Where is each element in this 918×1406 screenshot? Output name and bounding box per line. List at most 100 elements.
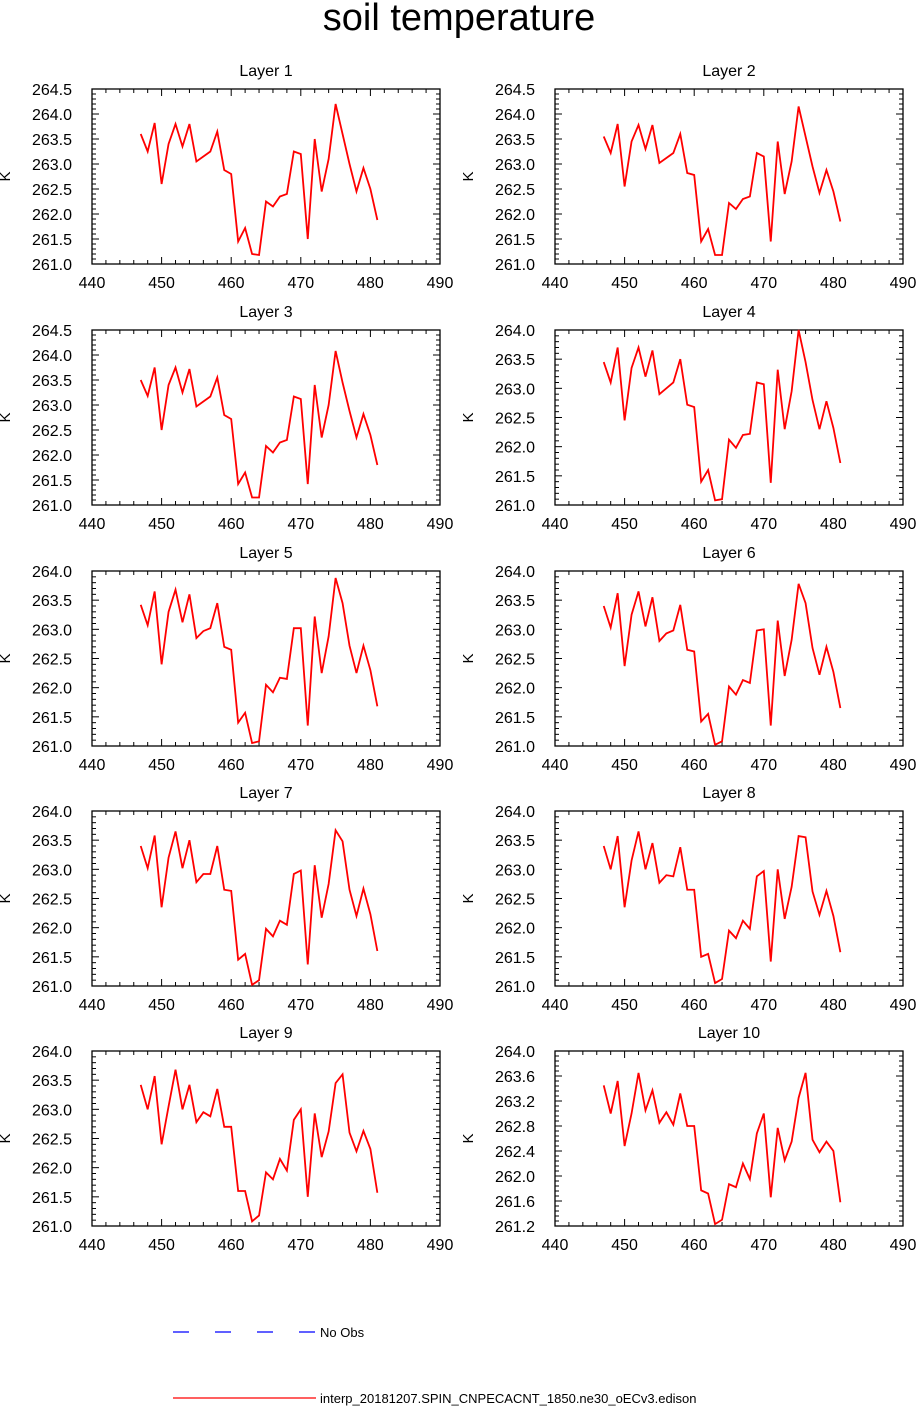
y-tick-label: 264.0 (32, 107, 72, 124)
x-tick-label: 490 (890, 516, 917, 533)
panel-title: Layer 7 (239, 785, 292, 802)
x-tick-label: 460 (218, 997, 245, 1014)
y-tick-label: 262.0 (495, 207, 535, 224)
x-tick-label: 490 (427, 757, 454, 774)
y-tick-label: 261.0 (32, 498, 72, 515)
plot-frame (91, 570, 441, 747)
x-tick-label: 440 (542, 275, 569, 292)
x-tick-label: 440 (542, 516, 569, 533)
x-tick-label: 480 (820, 516, 847, 533)
x-tick-label: 460 (218, 757, 245, 774)
x-tick-label: 480 (820, 1237, 847, 1254)
y-tick-label: 263.5 (495, 593, 535, 610)
series-line (602, 1072, 842, 1226)
y-tick-label: 261.6 (495, 1194, 535, 1211)
x-tick-label: 470 (287, 757, 314, 774)
y-tick-label: 261.2 (495, 1219, 535, 1236)
x-tick-label: 450 (611, 757, 638, 774)
x-tick-label: 480 (820, 275, 847, 292)
y-tick-label: 264.0 (495, 564, 535, 581)
y-tick-label: 262.0 (32, 1161, 72, 1178)
y-tick-label: 263.5 (32, 593, 72, 610)
y-axis-label: K (460, 412, 477, 422)
panel-3: Layer 3 440 450 460 470 480 490 261.0 261.5 262.0… (0, 304, 453, 533)
plot-frame (91, 88, 441, 265)
y-tick-label: 264.0 (32, 564, 72, 581)
y-tick-label: 263.5 (32, 1073, 72, 1090)
y-tick-label: 262.5 (32, 182, 72, 199)
panels-group: Layer 1 440 450 460 470 480 490 261.0 261.5 262.0… (0, 63, 916, 1254)
x-tick-label: 470 (287, 1237, 314, 1254)
x-tick-label: 490 (427, 275, 454, 292)
x-tick-label: 440 (542, 997, 569, 1014)
plot-frame (554, 88, 904, 265)
x-tick-label: 480 (357, 1237, 384, 1254)
panel-1: Layer 1 440 450 460 470 480 490 261.0 261.5 262.0… (0, 63, 453, 292)
y-tick-label: 264.0 (495, 1044, 535, 1061)
x-tick-label: 470 (750, 516, 777, 533)
x-tick-label: 490 (427, 1237, 454, 1254)
y-tick-label: 263.0 (32, 398, 72, 415)
x-tick-label: 480 (820, 757, 847, 774)
x-tick-label: 490 (427, 997, 454, 1014)
y-tick-label: 262.0 (495, 1169, 535, 1186)
series-line (139, 103, 379, 257)
panel-4: Layer 4 440 450 460 470 480 490 261.0 261.5 262.0… (460, 304, 916, 533)
panel-9: Layer 9 440 450 460 470 480 490 261.0 261.5 262.0… (0, 1025, 453, 1254)
x-tick-label: 440 (79, 997, 106, 1014)
series-line (602, 106, 842, 256)
panel-7: Layer 7 440 450 460 470 480 490 261.0 261.5 262.0… (0, 785, 453, 1014)
x-tick-label: 480 (357, 757, 384, 774)
y-axis-label: K (460, 893, 477, 903)
y-tick-label: 262.5 (32, 423, 72, 440)
series-line (139, 827, 379, 987)
plot-frame (554, 570, 904, 747)
y-tick-label: 262.5 (495, 411, 535, 428)
legend: No Obs interp_20181207.SPIN_CNPECACNT_18… (173, 1325, 697, 1406)
y-axis-label: K (0, 412, 14, 422)
panel-5: Layer 5 440 450 460 470 480 490 261.0 261.5 262.0… (0, 545, 453, 774)
y-tick-label: 261.5 (32, 1190, 72, 1207)
y-tick-label: 263.0 (32, 157, 72, 174)
y-tick-label: 262.0 (32, 681, 72, 698)
panel-title: Layer 3 (239, 304, 292, 321)
y-tick-label: 262.5 (32, 892, 72, 909)
y-tick-label: 262.0 (495, 681, 535, 698)
x-tick-label: 440 (79, 1237, 106, 1254)
panel-8: Layer 8 440 450 460 470 480 490 261.0 261.5 262.0… (460, 785, 916, 1014)
figure-title: soil temperature (323, 0, 595, 39)
y-axis-label: K (0, 653, 14, 663)
y-tick-label: 262.0 (32, 207, 72, 224)
y-tick-label: 263.5 (32, 833, 72, 850)
panel-10: Layer 10 440 450 460 470 480 490 261.2 261.6 262.… (460, 1025, 916, 1254)
y-tick-label: 262.8 (495, 1119, 535, 1136)
x-tick-label: 450 (611, 516, 638, 533)
series-line (139, 1069, 379, 1223)
x-tick-label: 470 (750, 1237, 777, 1254)
y-tick-label: 264.5 (32, 82, 72, 99)
y-tick-label: 262.5 (495, 892, 535, 909)
y-tick-label: 263.0 (495, 381, 535, 398)
y-tick-label: 263.2 (495, 1094, 535, 1111)
x-tick-label: 470 (287, 997, 314, 1014)
x-tick-label: 470 (750, 275, 777, 292)
plot-frame (91, 1050, 441, 1227)
x-tick-label: 490 (890, 275, 917, 292)
y-tick-label: 263.0 (32, 622, 72, 639)
x-tick-label: 460 (681, 516, 708, 533)
x-tick-label: 490 (890, 757, 917, 774)
y-tick-label: 262.5 (32, 1132, 72, 1149)
x-tick-label: 460 (681, 1237, 708, 1254)
y-tick-label: 261.5 (495, 950, 535, 967)
y-tick-label: 264.0 (32, 348, 72, 365)
panel-title: Layer 4 (702, 304, 755, 321)
x-tick-label: 460 (218, 1237, 245, 1254)
x-tick-label: 450 (611, 275, 638, 292)
y-tick-label: 263.0 (32, 862, 72, 879)
panel-title: Layer 9 (239, 1025, 292, 1042)
y-tick-label: 261.5 (32, 232, 72, 249)
plot-frame (91, 810, 441, 987)
y-axis-label: K (0, 171, 14, 181)
x-tick-label: 460 (218, 275, 245, 292)
y-tick-label: 262.0 (495, 440, 535, 457)
